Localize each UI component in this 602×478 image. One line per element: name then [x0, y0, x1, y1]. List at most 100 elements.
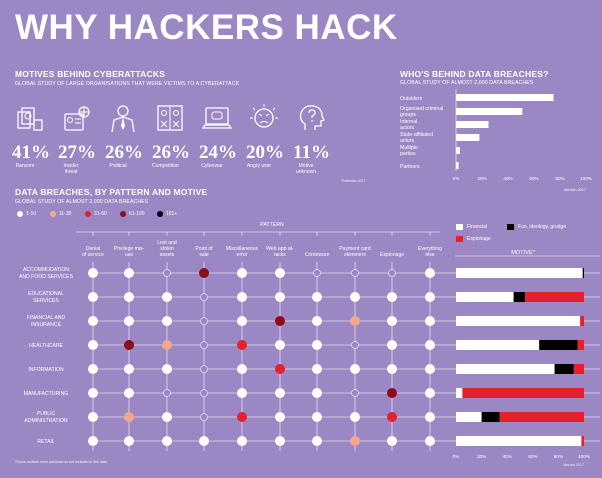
heatmap-cell: [275, 436, 285, 446]
actors-source: Verizon 2017: [564, 188, 586, 192]
pattern-column-header: Everything else: [418, 246, 442, 258]
breach-actors-chart: Outsiders Organised criminal groupsInterna…: [400, 89, 592, 192]
heatmap-cell: [312, 340, 322, 350]
pattern-column-header: Lost and stolen assets: [157, 240, 177, 258]
legend-label: 101+: [166, 211, 178, 217]
id-badge-icon: [64, 106, 90, 131]
heatmap-cell: [88, 340, 98, 350]
heatmap-cell: [312, 436, 322, 446]
motive-chart-title: MOTIVE*: [511, 250, 535, 256]
heatmap-cell: [275, 292, 285, 302]
heatmap-cell: [88, 268, 98, 278]
pattern-subtitle: GLOBAL STUDY OF ALMOST 2,000 DATA BREACH…: [15, 199, 149, 205]
motive-bar-segment: [481, 412, 500, 422]
heatmap-cell: [275, 364, 285, 374]
politician-icon: [111, 105, 135, 133]
pattern-column-header: Payment card skimmers: [339, 246, 371, 258]
money-icon: [17, 107, 43, 131]
actor-tick: 0%: [453, 176, 460, 181]
heatmap-cell: [200, 317, 208, 325]
heatmap-cell: [88, 412, 98, 422]
motive-bar-segment: [456, 364, 555, 374]
heatmap-cell: [425, 292, 435, 302]
motive-bar-segment: [539, 340, 578, 350]
heatmap-cell: [162, 436, 172, 446]
pattern-row-label: HEALTHCARE: [29, 343, 63, 349]
legend-dot: [17, 211, 23, 217]
heatmap-cell: [351, 269, 359, 277]
heatmap-cell: [200, 389, 208, 397]
pattern-row-label: FINANCIAL AND INSURANCE: [27, 315, 66, 328]
heatmap-cell: [124, 340, 134, 350]
heatmap-cell: [237, 364, 247, 374]
heatmap-cell: [124, 316, 134, 326]
page-title: WHY HACKERS HACK: [15, 8, 398, 47]
motive-pct: 26%: [105, 142, 143, 163]
heatmap-cell: [163, 269, 171, 277]
pattern-column-header: Espionage: [380, 252, 404, 258]
heatmap-cell: [162, 292, 172, 302]
legend-fun: Fun, ideology, grudge: [507, 224, 566, 230]
motive-tick: 80%: [554, 454, 563, 459]
pattern-row-label: ACCOMMODATION AND FOOD SERVICES: [19, 267, 74, 280]
motive-3: 26% Political: [105, 102, 157, 169]
heatmap-cell: [200, 341, 208, 349]
heatmap-cell: [237, 436, 247, 446]
motive-bar-segment: [456, 340, 540, 350]
legend-dot: [85, 211, 91, 217]
heatmap-cell: [124, 364, 134, 374]
heatmap-cell: [237, 340, 247, 350]
heatmap-cell: [162, 316, 172, 326]
motive-bar-segment: [580, 316, 584, 326]
heatmap-cell: [387, 364, 397, 374]
heatmap-cell: [88, 364, 98, 374]
motive-label: Ransom: [15, 163, 35, 169]
motive-tick: 100%: [578, 454, 590, 459]
heatmap-cell: [200, 413, 208, 421]
motive-bar-segment: [456, 436, 582, 446]
heatmap-cell: [124, 412, 134, 422]
motive-bar-segment: [456, 412, 482, 422]
legend-fun-label: Fun, ideology, grudge: [518, 224, 566, 230]
heatmap-cell: [162, 340, 172, 350]
heatmap-cell: [275, 340, 285, 350]
pattern-footnote: *Some motives were unknown so not includ…: [15, 460, 107, 464]
heatmap-cell: [387, 388, 397, 398]
motive-pct: 27%: [58, 142, 96, 163]
motive-bar-segment: [499, 412, 584, 422]
legend-espionage-label: Espionage: [467, 236, 491, 242]
pattern-column-header: Point of sale: [195, 246, 213, 258]
motive-bar-segment: [456, 388, 463, 398]
actor-tick: 100%: [580, 176, 592, 181]
heatmap-cell: [162, 412, 172, 422]
pattern-row-label: PUBLIC ADMINISTRATION: [24, 411, 68, 424]
heatmap-cell: [387, 412, 397, 422]
heatmap-cell: [200, 293, 208, 301]
heatmap-cell: [351, 341, 359, 349]
actor-tick: 20%: [477, 176, 486, 181]
legend-dot: [157, 211, 163, 217]
heatmap-cell: [312, 388, 322, 398]
actor-bar: [456, 134, 480, 141]
heatmap-cell: [275, 268, 285, 278]
legend-espionage: Espionage: [456, 236, 491, 242]
heatmap-cell: [387, 340, 397, 350]
motive-source: Verizon 2017: [563, 463, 584, 467]
heatmap-cell: [425, 436, 435, 446]
motive-1: 41% Ransom: [12, 102, 64, 169]
heatmap-cell: [237, 292, 247, 302]
motive-bar-segment: [573, 364, 584, 374]
pattern-row-label: RETAIL: [37, 439, 55, 445]
heatmap-cell: [350, 412, 360, 422]
heatmap-cell: [313, 269, 321, 277]
question-head-icon: [299, 105, 325, 130]
heatmap-cell: [388, 269, 396, 277]
heatmap-cell: [124, 292, 134, 302]
pattern-row-label: MANUFACTURING: [24, 391, 68, 397]
heatmap-cell: [425, 316, 435, 326]
heatmap-cell: [350, 436, 360, 446]
pattern-group-label: PATTERN: [260, 222, 284, 228]
heatmap-cell: [387, 436, 397, 446]
